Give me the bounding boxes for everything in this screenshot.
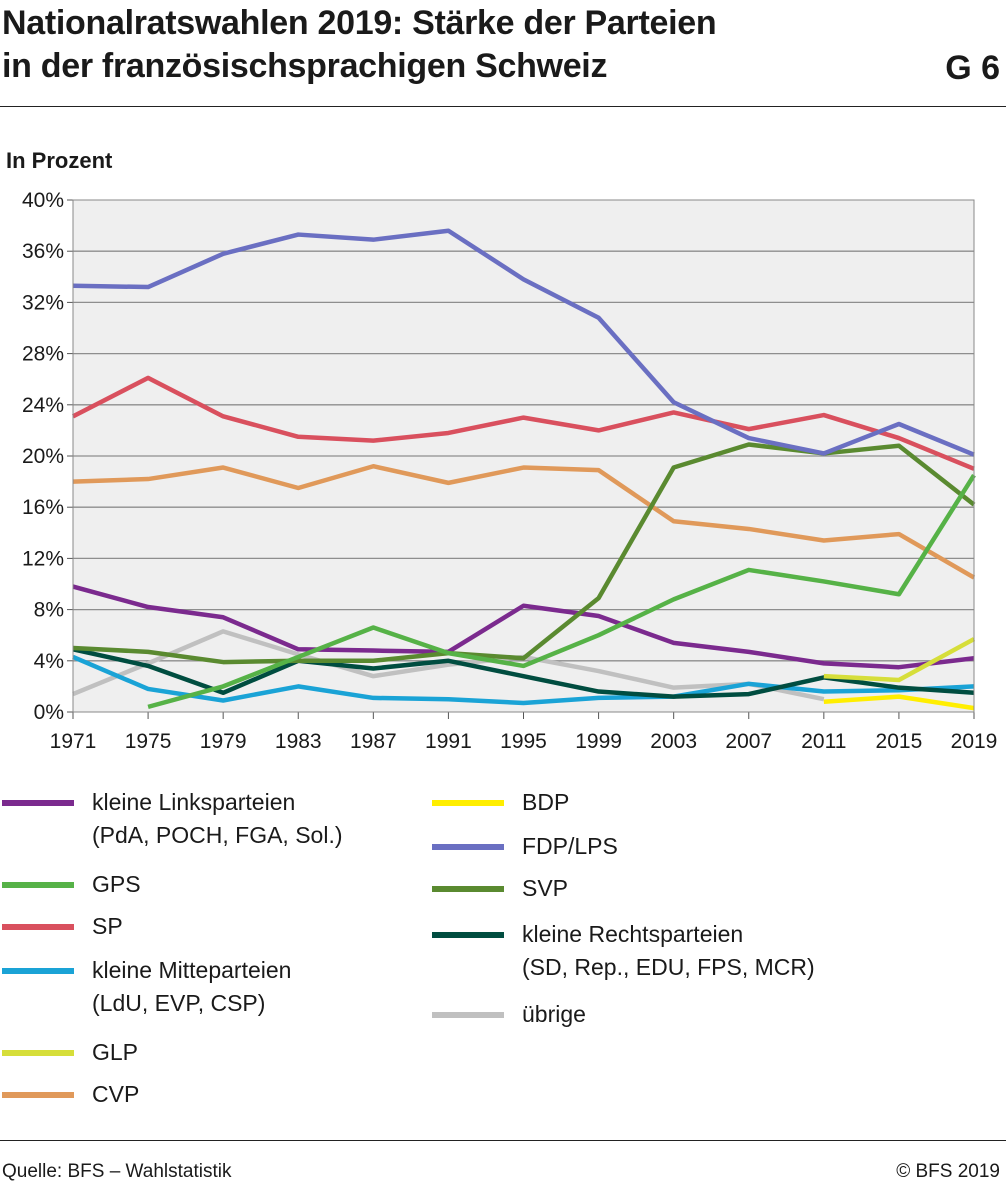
y-tick-label: 4% [34,650,64,673]
legend-label: GPS [92,868,141,901]
series-line-glp [823,637,976,683]
legend: kleine Linksparteien (PdA, POCH, FGA, Sol… [0,786,1006,1126]
legend-label: übrige [522,998,586,1031]
legend-label-line1: kleine Mitteparteien [92,957,292,983]
y-tick-label: 16% [22,496,64,519]
y-axis-ticks: 0% 4% 8% 12% 16% 20% 24% 28% 32% 36% 40% [22,189,73,724]
y-tick-label: 28% [22,343,64,366]
legend-item-cvp: CVP [2,1078,139,1111]
legend-label-line1: kleine Linksparteien [92,789,296,815]
legend-item-glp: GLP [2,1036,138,1069]
legend-swatch [432,886,504,892]
legend-label-line1: CVP [92,1081,140,1107]
legend-swatch [2,968,74,974]
legend-item-sp: SP [2,910,123,943]
chart-title-line-1: Nationalratswahlen 2019: Stärke der Part… [2,4,717,42]
legend-label-line2: (PdA, POCH, FGA, Sol.) [92,822,343,848]
legend-label: kleine Linksparteien (PdA, POCH, FGA, Sol… [92,786,343,852]
legend-label-line1: FDP/LPS [522,833,618,859]
y-tick-label: 24% [22,394,64,417]
series-line-fdp [72,228,975,457]
x-tick-label: 1971 [50,730,97,753]
series-line-gps [147,473,976,710]
legend-swatch [432,844,504,850]
series-line-bdp [823,694,975,711]
legend-label-line2: (SD, Rep., EDU, FPS, MCR) [522,954,815,980]
legend-item-fdp: FDP/LPS [432,830,618,863]
footer-rule [0,1140,1006,1141]
legend-swatch [2,924,74,930]
figure-code: G 6 [945,49,1000,87]
legend-swatch [432,932,504,938]
legend-label: GLP [92,1036,138,1069]
series-lines [71,228,976,711]
legend-item-uebrige: übrige [432,998,586,1031]
x-tick-label: 1995 [500,730,547,753]
legend-swatch [2,800,74,806]
legend-label: kleine Mitteparteien (LdU, EVP, CSP) [92,954,291,1020]
legend-swatch [2,1050,74,1056]
x-tick-label: 1983 [275,730,322,753]
line-chart: 0%4%8%12%16%20%24%28%32%36%40% 1971 1975 1… [22,189,998,753]
legend-label: SVP [522,872,568,905]
legend-label: CVP [92,1078,139,1111]
x-tick-label: 1975 [125,730,172,753]
y-tick-label: 8% [34,599,64,622]
legend-label-line1: GLP [92,1039,139,1065]
legend-item-svp: SVP [432,872,568,905]
legend-item-krp: kleine Rechtsparteien (SD, Rep., EDU, FPS… [432,918,815,984]
legend-label-line2: (LdU, EVP, CSP) [92,990,266,1016]
legend-label-line1: SVP [522,875,569,901]
copyright: © BFS 2019 [896,1161,1000,1182]
y-tick-label: 40% [22,189,64,212]
plot-frame [72,199,975,713]
legend-label-line1: BDP [522,789,570,815]
legend-item-gps: GPS [2,868,141,901]
x-tick-label: 2011 [801,730,846,753]
x-tick-label: 1987 [350,730,397,753]
series-line-cvp [72,463,976,580]
legend-label: BDP [522,786,569,819]
legend-swatch [2,1092,74,1098]
chart-title-line-2: in der französischsprachigen Schweiz [2,47,608,85]
series-line-uebrige [72,629,825,702]
series-line-klp [72,584,975,670]
unit-label: In Prozent [6,148,113,173]
y-tick-label: 36% [22,240,64,263]
y-tick-label: 12% [22,547,64,570]
x-tick-label: 1991 [425,730,472,753]
x-tick-label: 1999 [575,730,622,753]
x-tick-label: 2015 [876,730,923,753]
legend-swatch [2,882,74,888]
legend-swatch [432,800,504,806]
x-tick-label: 2003 [650,730,697,753]
legend-item-bdp: BDP [432,786,569,819]
legend-item-klp: kleine Linksparteien (PdA, POCH, FGA, Sol… [2,786,343,852]
legend-label-line1: GPS [92,871,141,897]
x-axis-ticks: 1971 1975 1979 1983 1987 1991 1995 1999 2003 2007… [50,712,998,753]
y-tick-label: 0% [34,701,64,724]
x-tick-label: 2019 [951,730,998,753]
chart-title: Nationalratswahlen 2019: Stärke der Part… [2,2,1002,88]
legend-label-line1: übrige [522,1001,586,1027]
legend-label: SP [92,910,123,943]
legend-item-kmp: kleine Mitteparteien (LdU, EVP, CSP) [2,954,291,1020]
legend-swatch [432,1012,504,1018]
series-line-sp [71,375,975,471]
header-rule [0,106,1006,107]
y-tick-label: 32% [22,291,64,314]
gridlines [73,250,974,662]
legend-label-line1: SP [92,913,123,939]
x-tick-label: 2007 [725,730,772,753]
series-line-kmp [72,654,975,706]
legend-label-line1: kleine Rechtsparteien [522,921,744,947]
y-tick-label: 20% [22,445,64,468]
legend-label: FDP/LPS [522,830,618,863]
source-note: Quelle: BFS – Wahlstatistik [2,1161,232,1182]
x-tick-label: 1979 [200,730,247,753]
legend-label: kleine Rechtsparteien (SD, Rep., EDU, FPS… [522,918,815,984]
